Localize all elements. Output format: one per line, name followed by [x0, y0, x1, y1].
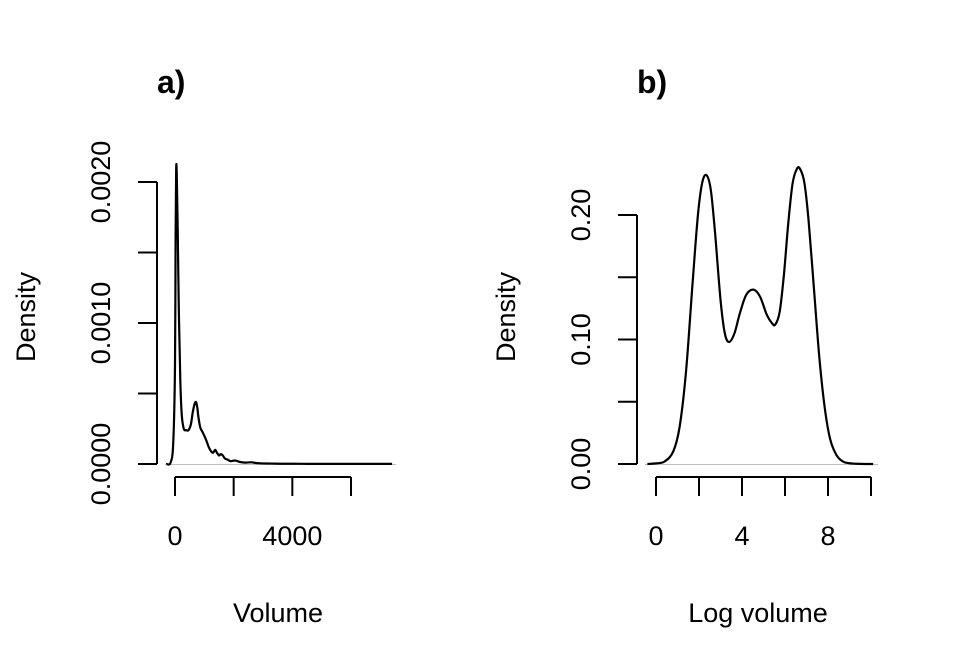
panel-a: a) 0.0000 0.0010 0.0020 0 4000 Volume Densi…: [11, 64, 396, 628]
y-tick-label: 0.0000: [86, 423, 116, 506]
x-tick-label: 4000: [262, 521, 322, 551]
panel-a-x-axis: 0 4000: [167, 476, 353, 551]
y-tick-label: 0.0020: [86, 141, 116, 224]
panel-a-density-curve: [165, 162, 393, 466]
panel-b: b) 0.00 0.10 0.20 0 4 8 Log volume Density: [491, 64, 878, 628]
y-tick-label: 0.20: [566, 189, 596, 242]
panel-a-y-axis-label: Density: [11, 271, 41, 362]
x-tick-label: 0: [648, 521, 663, 551]
x-tick-label: 4: [734, 521, 749, 551]
panel-b-x-axis: 0 4 8: [648, 476, 872, 551]
y-tick-label: 0.0010: [86, 282, 116, 365]
x-tick-label: 8: [820, 521, 835, 551]
panel-b-title: b): [637, 64, 667, 100]
panel-b-y-axis: 0.00 0.10 0.20: [566, 189, 638, 491]
y-tick-label: 0.00: [566, 438, 596, 491]
panel-a-y-axis: 0.0000 0.0010 0.0020: [86, 141, 158, 506]
x-tick-label: 0: [167, 521, 182, 551]
panel-b-density-curve: [647, 166, 874, 466]
panel-b-y-axis-label: Density: [491, 271, 521, 362]
panel-a-x-axis-label: Volume: [233, 598, 323, 628]
panel-b-x-axis-label: Log volume: [688, 598, 828, 628]
panel-a-title: a): [157, 64, 185, 100]
y-tick-label: 0.10: [566, 313, 596, 366]
